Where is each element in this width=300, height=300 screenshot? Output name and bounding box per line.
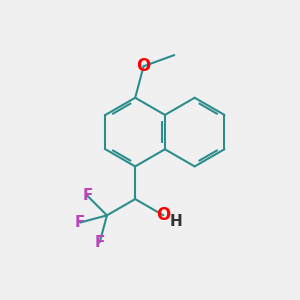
Text: O: O <box>156 206 171 224</box>
Text: F: F <box>82 188 92 203</box>
Text: F: F <box>94 235 105 250</box>
Text: H: H <box>169 214 182 229</box>
Text: O: O <box>136 57 151 75</box>
Text: F: F <box>75 215 85 230</box>
